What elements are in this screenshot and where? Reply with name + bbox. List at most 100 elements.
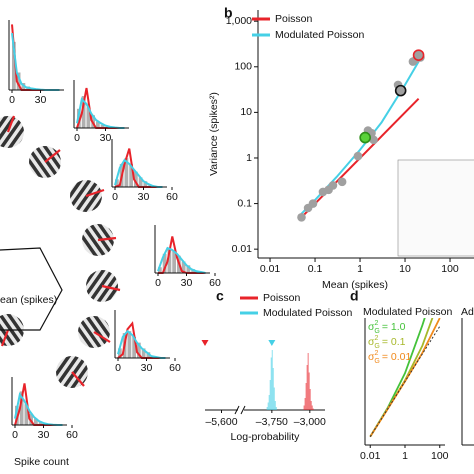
x-axis-label: Mean (spikes) — [322, 279, 388, 291]
bar — [143, 181, 148, 187]
x-tick-label: 100 — [441, 263, 459, 275]
bar — [146, 352, 151, 358]
bar — [310, 401, 312, 410]
bar — [270, 357, 272, 410]
center-label: ean (spikes) — [0, 294, 57, 306]
bar — [309, 389, 311, 410]
grating — [0, 116, 24, 148]
x-tick-label: –3,750 — [256, 416, 288, 428]
bar — [134, 171, 138, 187]
curve — [117, 329, 166, 359]
point — [394, 84, 407, 97]
bar — [96, 121, 100, 128]
bar — [266, 407, 268, 410]
bar — [271, 350, 273, 410]
bar — [124, 158, 129, 187]
curve — [114, 158, 163, 188]
point — [369, 135, 378, 145]
x-tick-label: 30 — [181, 277, 193, 289]
panel-title: Ad — [461, 306, 474, 318]
x-tick-label: 60 — [209, 277, 221, 289]
bar — [138, 177, 143, 187]
line — [369, 326, 441, 437]
y-tick-label: 1 — [246, 152, 252, 164]
legend-label: σ2 G = 0.1 — [368, 335, 406, 350]
x-tick-label: 30 — [138, 191, 150, 203]
x-tick-label: 0.1 — [308, 263, 323, 275]
x-tick-label: 0 — [112, 191, 118, 203]
x-tick-label: 0.01 — [260, 263, 281, 275]
tuning-outline — [0, 247, 63, 331]
x-tick-label: –5,600 — [205, 416, 237, 428]
bar — [137, 342, 141, 358]
bar — [12, 41, 16, 90]
x-tick-label: 30 — [100, 132, 112, 144]
bar — [274, 401, 276, 410]
y-tick-label: 10 — [240, 106, 252, 118]
bar — [167, 248, 172, 273]
x-tick-label: 10 — [399, 263, 411, 275]
legend-symbol: σ — [368, 351, 375, 363]
bar — [273, 387, 275, 410]
bar — [307, 353, 309, 410]
legend-sup: 2 — [374, 350, 378, 357]
bar — [312, 408, 314, 410]
bar — [81, 96, 86, 128]
x-tick-label: 30 — [38, 429, 50, 441]
x-tick-label: 30 — [141, 362, 153, 374]
legend-label: Modulated Poisson — [275, 29, 364, 41]
bar — [34, 418, 38, 425]
x-tick-label: 60 — [166, 191, 178, 203]
legend-label: Poisson — [263, 292, 301, 304]
x-tick-label: 0 — [74, 132, 80, 144]
x-axis-label: Spike count — [14, 456, 69, 468]
y-tick-label: 0.1 — [237, 197, 252, 209]
y-tick-label: 100 — [234, 61, 252, 73]
point — [412, 49, 425, 61]
inset — [397, 159, 474, 257]
bar — [127, 331, 132, 358]
panel-title: Modulated Poisson — [363, 306, 452, 318]
y-tick-label: 1,000 — [226, 15, 252, 27]
legend-sup: 2 — [374, 335, 378, 342]
bar — [305, 383, 307, 410]
bar — [38, 421, 43, 425]
legend-sup: 2 — [374, 320, 378, 327]
bar — [267, 402, 269, 410]
legend-value: = 1.0 — [382, 321, 406, 333]
x-tick-label: 30 — [35, 94, 47, 106]
x-tick-label: 60 — [66, 429, 78, 441]
legend-sub: G — [374, 358, 379, 365]
panel-label: c — [216, 288, 224, 304]
point — [353, 151, 363, 161]
legend-symbol: σ — [368, 321, 375, 333]
x-tick-label: 0 — [115, 362, 121, 374]
bar — [129, 163, 133, 187]
y-tick-label: 0.01 — [232, 243, 253, 255]
bar — [118, 348, 122, 358]
x-tick-label: 0 — [9, 94, 15, 106]
bar — [181, 261, 186, 273]
bar — [186, 265, 191, 273]
bar — [191, 269, 195, 273]
x-tick-label: –3,000 — [294, 416, 326, 428]
x-axis-label: Log-probability — [231, 431, 301, 443]
bar — [308, 372, 310, 410]
x-tick-label: 60 — [169, 362, 181, 374]
gratings — [0, 115, 121, 388]
marker — [268, 340, 276, 346]
point — [328, 181, 338, 190]
bar — [303, 405, 305, 410]
x-tick-label: 100 — [431, 450, 449, 462]
bar — [158, 267, 162, 273]
point — [308, 199, 318, 208]
point — [359, 131, 371, 144]
panel-label: b — [224, 5, 233, 21]
legend-label: Poisson — [275, 13, 313, 25]
legend-label: Modulated Poisson — [263, 307, 352, 319]
bar — [306, 365, 308, 410]
curve — [157, 246, 206, 274]
plot — [369, 318, 441, 438]
bar — [268, 395, 270, 410]
